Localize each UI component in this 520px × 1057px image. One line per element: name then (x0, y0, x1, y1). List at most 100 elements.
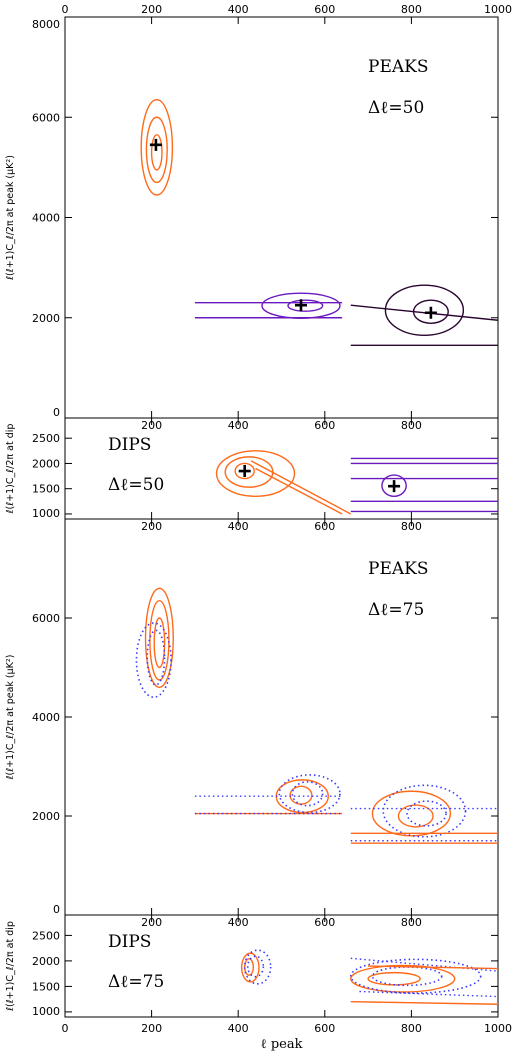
y-tick-label: 2000 (32, 312, 60, 325)
contour-dotted (246, 955, 265, 978)
y-tick-label: 6000 (32, 612, 60, 625)
panel-annotation: Δℓ=50 (368, 98, 424, 118)
contour-first (153, 617, 166, 669)
best-fit-marker (424, 306, 437, 319)
panel-annotation: Δℓ=75 (108, 972, 164, 992)
y-tick-label: 2000 (32, 457, 60, 470)
contour-first (371, 790, 452, 837)
contour-first (234, 462, 255, 480)
x-tick-label-top: 600 (314, 916, 335, 929)
panel-annotation: Δℓ=50 (108, 475, 164, 495)
best-fit-marker (238, 465, 251, 478)
contour-third (384, 284, 465, 336)
contour-group (215, 450, 498, 515)
panel-dips_dl50: 1000 1500 2000 2500 200 400 600 800 ℓ(ℓ+1)C_ℓ/2π… (5, 417, 499, 520)
x-tick-label-bottom: 200 (141, 1022, 162, 1035)
x-tick-label-bottom: 1000 (484, 1022, 512, 1035)
contour-dotted (243, 949, 272, 985)
y-axis-label: ℓ(ℓ+1)C_ℓ/2π at peak (μK²) (5, 655, 16, 780)
x-tick-label-top: 800 (401, 419, 422, 432)
contour-tail (368, 965, 498, 970)
y-tick-label: 1500 (32, 980, 60, 993)
contour-first (144, 587, 174, 688)
contour-dotted (382, 784, 467, 838)
contour-first (145, 116, 168, 184)
best-fit-marker (149, 138, 162, 151)
panel-annotation: DIPS (108, 932, 151, 952)
x-tick-label-bottom: 600 (314, 1022, 335, 1035)
x-tick-label-top: 400 (228, 419, 249, 432)
x-tick-label-top: 1000 (484, 3, 512, 16)
contour-second (287, 299, 324, 312)
contour-first (243, 958, 255, 976)
contour-first (275, 779, 329, 814)
x-tick-label-top: 800 (401, 916, 422, 929)
plot-frame (64, 417, 499, 520)
contour-dotted (371, 966, 443, 987)
y-tick-label: 1000 (32, 507, 60, 520)
contour-dotted (406, 800, 447, 827)
x-tick-label-top: 200 (141, 916, 162, 929)
panel-peaks_dl75: 0 2000 4000 6000 200 400 600 800 ℓ(ℓ+1)C_ℓ/2π at… (5, 518, 499, 916)
x-tick-label-top: 400 (228, 916, 249, 929)
contour-dotted (291, 781, 324, 807)
plot-frame (64, 518, 499, 916)
x-tick-label-top: 200 (141, 419, 162, 432)
y-tick-label: 2000 (32, 810, 60, 823)
contour-tail (350, 304, 498, 321)
panel-dips_dl75: 1000 1500 2000 2500 200 400 600 800 0 200 400 600 80… (5, 914, 512, 1052)
x-tick-label-top: 600 (314, 3, 335, 16)
y-tick-label: 4000 (32, 711, 60, 724)
x-tick-label-bottom: 800 (401, 1022, 422, 1035)
y-tick-label: 0 (53, 406, 60, 419)
y-axis-label: ℓ(ℓ+1)C_ℓ/2π at dip (5, 424, 16, 514)
best-fit-marker (388, 480, 401, 493)
contour-dotted (349, 958, 482, 994)
y-tick-label: 1500 (32, 483, 60, 496)
y-tick-label: 4000 (32, 212, 60, 225)
x-tick-label-top: 200 (141, 3, 162, 16)
y-axis-label: ℓ(ℓ+1)C_ℓ/2π at peak (μK²) (5, 155, 16, 280)
x-tick-label-top: 600 (314, 419, 335, 432)
contour-first (140, 99, 174, 196)
contour-first (240, 952, 260, 983)
contour-group (135, 587, 498, 844)
y-tick-label: 0 (53, 903, 60, 916)
panel-annotation: PEAKS (368, 559, 428, 579)
contour-first (350, 964, 456, 993)
y-tick-label: 8000 (32, 18, 60, 31)
panel-annotation: Δℓ=75 (368, 600, 424, 620)
x-tick-label-top: 200 (141, 520, 162, 533)
y-tick-label: 2500 (32, 929, 60, 942)
contour-tail (255, 467, 343, 515)
x-tick-label-top: 400 (228, 520, 249, 533)
contour-first (367, 971, 421, 986)
y-tick-label: 2500 (32, 432, 60, 445)
x-tick-label-top: 600 (314, 520, 335, 533)
x-tick-label-top: 0 (62, 3, 69, 16)
y-tick-label: 2000 (32, 955, 60, 968)
x-tick-label-top: 800 (401, 3, 422, 16)
y-axis-label: ℓ(ℓ+1)C_ℓ/2π at dip (5, 921, 16, 1011)
x-tick-label-top: 800 (401, 520, 422, 533)
contour-first (150, 134, 163, 171)
y-tick-label: 6000 (32, 111, 60, 124)
contour-group (140, 99, 498, 347)
contour-first (215, 450, 296, 497)
y-tick-label: 1000 (32, 1005, 60, 1018)
x-tick-label-top: 400 (228, 3, 249, 16)
contour-first (289, 785, 313, 805)
panel-annotation: DIPS (108, 435, 151, 455)
x-tick-label-bottom: 400 (228, 1022, 249, 1035)
best-fit-marker (294, 299, 307, 312)
contour-group (240, 949, 498, 1005)
x-axis-label: ℓ peak (260, 1037, 302, 1052)
contour-tail (250, 460, 352, 515)
contour-dotted (135, 622, 172, 699)
x-tick-label-bottom: 0 (62, 1022, 69, 1035)
contour-tail (359, 990, 498, 998)
plot-frame (64, 914, 499, 1018)
contour-first (397, 804, 434, 828)
